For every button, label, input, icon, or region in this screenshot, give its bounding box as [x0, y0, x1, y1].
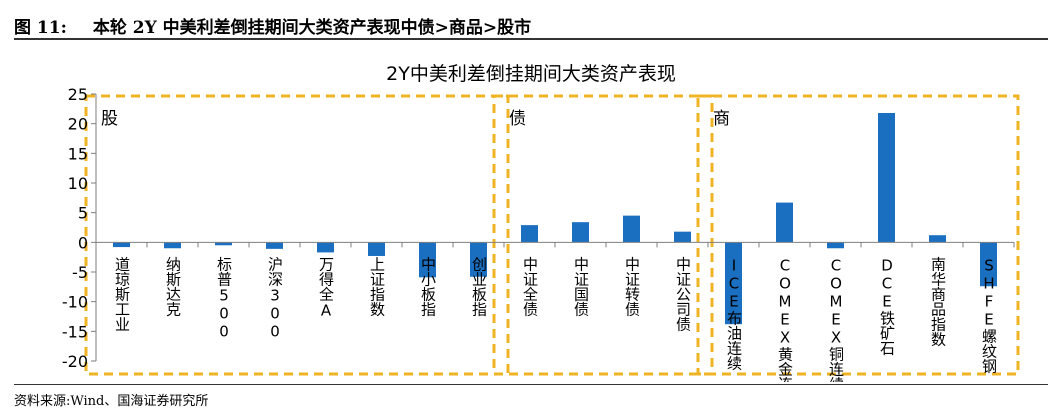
- y-tick-label: 15: [68, 144, 88, 163]
- x-tick-label: 中小板指: [419, 256, 437, 317]
- x-tick-label: 南华商品指数: [929, 256, 947, 346]
- bar: [317, 242, 334, 253]
- group-label: 债: [509, 109, 526, 129]
- group-label: 商: [713, 109, 730, 129]
- bar: [470, 242, 487, 277]
- bar: [113, 242, 130, 248]
- x-tick-label: 中证全债: [521, 256, 539, 316]
- x-tick-label: 中证转债: [623, 256, 641, 316]
- chart-area: 2Y中美利差倒挂期间大类资产表现 股 债 商 -20 -15 -10 -5 0 5 10 15 20…: [14, 44, 1048, 407]
- x-tick-label: 中证国债: [572, 256, 590, 316]
- chart-title: 2Y中美利差倒挂期间大类资产表现: [386, 63, 676, 85]
- figure-header: 图 11: 本轮 2Y 中美利差倒挂期间大类资产表现中债>商品>股市: [14, 12, 1048, 40]
- y-tick-label: 10: [68, 174, 88, 193]
- bar: [725, 242, 742, 325]
- bar: [419, 242, 436, 278]
- bar: [623, 215, 640, 243]
- x-tick-label: DCE铁矿石: [878, 256, 896, 355]
- bar: [368, 242, 385, 256]
- x-tick-label: 道琼斯工业: [113, 256, 131, 331]
- bar: [215, 242, 232, 246]
- y-tick-label: 25: [68, 85, 88, 104]
- x-tick-label: 万得全A: [317, 256, 335, 319]
- source-note: 资料来源:Wind、国海证券研究所: [14, 394, 209, 409]
- y-tick-label: 0: [78, 233, 88, 252]
- bar: [980, 242, 997, 287]
- bar: [266, 242, 283, 249]
- y-tick-label: -20: [62, 352, 88, 371]
- bar: [776, 202, 793, 243]
- figure-number: 图 11:: [14, 17, 67, 38]
- x-tick-label: COMEX铜连续: [827, 256, 845, 382]
- y-tick-label: -15: [62, 322, 88, 341]
- group-label: 股: [101, 109, 118, 129]
- bar: [674, 231, 691, 243]
- x-tick-label: 纳斯达克: [164, 256, 182, 317]
- group-box: [492, 94, 714, 376]
- bar: [827, 242, 844, 249]
- bar: [572, 222, 589, 243]
- group-box: [696, 94, 1020, 376]
- figure-title: 本轮 2Y 中美利差倒挂期间大类资产表现中债>商品>股市: [92, 17, 532, 38]
- y-tick-label: -5: [72, 263, 88, 282]
- x-tick-label: ICE布油连续: [725, 256, 743, 370]
- figure-footer: 资料来源:Wind、国海证券研究所: [14, 384, 1048, 409]
- bar: [521, 225, 538, 243]
- bar: [929, 235, 946, 243]
- y-tick-label: 5: [78, 204, 88, 223]
- x-tick-label: 上证指数: [368, 256, 386, 316]
- y-tick-label: -10: [62, 293, 88, 312]
- x-tick-label: 创业板指: [470, 256, 488, 317]
- group-box: [84, 94, 510, 376]
- x-tick-label: COMEX黄金连续: [776, 256, 794, 382]
- y-tick-label: 20: [68, 115, 88, 134]
- x-tick-label: 中证公司债: [674, 256, 692, 331]
- bar: [164, 242, 181, 249]
- x-tick-label: SHFE螺纹钢: [980, 256, 998, 374]
- x-tick-label: 标普500: [215, 256, 233, 340]
- bar-chart: 2Y中美利差倒挂期间大类资产表现 股 债 商 -20 -15 -10 -5 0 5 10 15 20…: [62, 63, 1020, 407]
- bar: [878, 112, 895, 243]
- x-tick-label: 沪深300: [266, 256, 284, 340]
